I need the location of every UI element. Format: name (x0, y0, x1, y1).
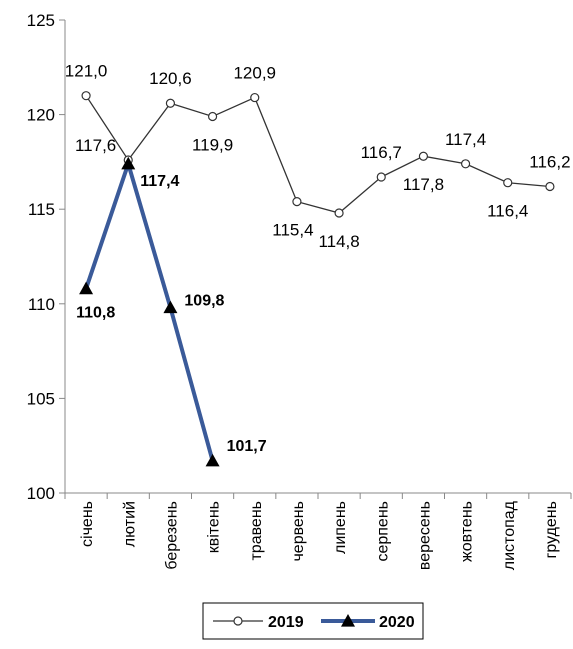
x-tick-label: березень (163, 501, 180, 570)
x-tick-label: січень (79, 501, 96, 547)
series-2019-point (207, 111, 218, 122)
chart-legend: 2019 2020 (202, 602, 424, 640)
x-tick-label: вересень (416, 501, 433, 570)
series-2019-data-label: 114,8 (318, 232, 359, 251)
series-2019-point (334, 208, 344, 218)
series-2019-data-label: 116,7 (361, 143, 402, 162)
x-tick-label: квітень (206, 501, 223, 553)
series-2019-data-label: 117,6 (75, 136, 116, 155)
series-2020-point (163, 300, 178, 314)
series-2020-point (79, 281, 94, 295)
legend-2020-label: 2020 (379, 614, 415, 631)
chart-data-labels: 121,0 117,6 120,6 119,9 120,9 115,4 114,8 116,7… (65, 62, 571, 455)
y-tick-label: 105 (27, 389, 55, 408)
series-2019-point (250, 92, 260, 103)
x-tick-label: грудень (543, 501, 560, 558)
series-2019-point (503, 178, 513, 188)
chart-axes: 100 105 110 115 120 125 січень лютий березень кві… (27, 11, 572, 570)
series-2019-data-label: 121,0 (65, 62, 108, 81)
series-2020-point (205, 453, 220, 467)
x-tick-label: листопад (501, 500, 518, 570)
series-2019-point (460, 159, 471, 169)
series-2019-point (376, 172, 386, 182)
x-tick-label: червень (290, 501, 307, 562)
series-2020-data-label: 109,8 (184, 293, 224, 310)
series-2019-data-label: 117,8 (403, 175, 444, 194)
x-tick-label: лютий (121, 501, 138, 547)
series-2020-data-label: 117,4 (140, 173, 179, 190)
series-2019-data-label: 115,4 (272, 221, 313, 240)
x-tick-label: жовтень (459, 501, 476, 562)
y-tick-label: 100 (27, 484, 55, 503)
x-tick-label: серпень (374, 501, 391, 562)
series-2019-point (418, 151, 429, 161)
series-2019-data-label: 116,4 (487, 202, 528, 221)
legend-2019-marker (233, 616, 243, 626)
series-2019-point (81, 91, 91, 101)
series-2019-point (292, 197, 302, 207)
y-tick-label: 115 (28, 200, 55, 219)
series-2019-data-label: 120,9 (233, 64, 276, 83)
series-2019-point (545, 181, 555, 192)
series-2019-data-label: 116,2 (529, 152, 570, 171)
y-tick-label: 120 (27, 106, 55, 125)
series-2020-point (121, 156, 136, 170)
legend-2020-marker (341, 614, 355, 627)
series-2020-data-label: 110,8 (76, 305, 115, 322)
chart-series (79, 91, 555, 467)
series-2020-line (84, 161, 215, 462)
legend-2019-label: 2019 (268, 614, 304, 631)
series-2019-data-label: 117,4 (445, 130, 486, 149)
series-2019-point (165, 98, 176, 108)
x-tick-label: травень (248, 501, 265, 561)
series-2019-data-label: 119,9 (192, 135, 233, 154)
y-tick-label: 125 (27, 11, 55, 30)
series-2019-line (85, 95, 550, 214)
x-tick-label: липень (332, 501, 349, 554)
y-tick-label: 110 (28, 295, 55, 314)
series-2020-data-label: 101,7 (227, 438, 267, 455)
series-2019-data-label: 120,6 (149, 69, 192, 88)
